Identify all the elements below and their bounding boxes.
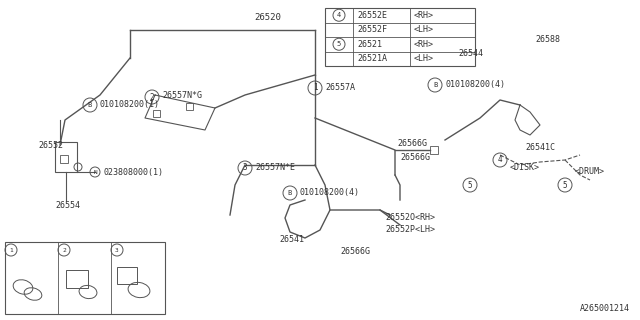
Text: <RH>: <RH>	[414, 11, 434, 20]
Bar	[153, 110, 160, 117]
Text: 5: 5	[468, 180, 472, 189]
Bar	[430, 146, 438, 154]
Text: 26541C: 26541C	[525, 143, 555, 153]
Text: <LH>: <LH>	[414, 54, 434, 63]
Text: 2: 2	[150, 92, 154, 101]
Text: 4: 4	[337, 12, 341, 18]
Bar	[5, 242, 165, 314]
Text: N: N	[93, 170, 97, 174]
Bar	[325, 8, 475, 66]
Text: 26521A: 26521A	[357, 54, 387, 63]
Text: <LH>: <LH>	[414, 25, 434, 34]
Text: 26521: 26521	[357, 40, 382, 49]
Text: B: B	[288, 190, 292, 196]
Text: 26520: 26520	[255, 12, 282, 21]
Text: 26552O<RH>: 26552O<RH>	[385, 213, 435, 222]
Text: 4: 4	[498, 156, 502, 164]
Text: 26557N*G: 26557N*G	[162, 92, 202, 100]
Text: 1: 1	[313, 84, 317, 92]
Text: 5: 5	[563, 180, 567, 189]
Text: B: B	[88, 102, 92, 108]
Bar	[117, 267, 137, 284]
Text: 26554: 26554	[55, 201, 80, 210]
Bar	[60, 155, 68, 163]
Text: B: B	[433, 82, 437, 88]
Text: 5: 5	[337, 41, 341, 47]
Text: 26541: 26541	[280, 236, 305, 244]
Text: 26566G: 26566G	[397, 139, 427, 148]
Text: <DRUM>: <DRUM>	[575, 167, 605, 177]
Text: 023808000(1): 023808000(1)	[103, 167, 163, 177]
Text: 26566G: 26566G	[340, 247, 370, 257]
Text: <RH>: <RH>	[414, 40, 434, 49]
Text: 26557A: 26557A	[325, 84, 355, 92]
Text: 26566G: 26566G	[400, 154, 430, 163]
Text: 26588: 26588	[535, 36, 560, 44]
Text: 26552: 26552	[38, 140, 63, 149]
Text: 1: 1	[9, 247, 13, 252]
Text: 2: 2	[62, 247, 66, 252]
Bar	[66, 270, 88, 288]
Bar	[55, 142, 77, 172]
Text: 3: 3	[243, 164, 247, 172]
Text: 26552F: 26552F	[357, 25, 387, 34]
Text: <DISK>: <DISK>	[510, 164, 540, 172]
Text: 3: 3	[115, 247, 119, 252]
Text: 26557N*E: 26557N*E	[255, 164, 295, 172]
Text: 010108200(4): 010108200(4)	[445, 81, 505, 90]
Text: 010108200(1): 010108200(1)	[99, 100, 159, 109]
Text: 26552E: 26552E	[357, 11, 387, 20]
Text: A265001214: A265001214	[580, 304, 630, 313]
Bar	[186, 103, 193, 110]
Text: 26552P<LH>: 26552P<LH>	[385, 226, 435, 235]
Text: 010108200(4): 010108200(4)	[299, 188, 359, 197]
Text: 26544: 26544	[458, 49, 483, 58]
